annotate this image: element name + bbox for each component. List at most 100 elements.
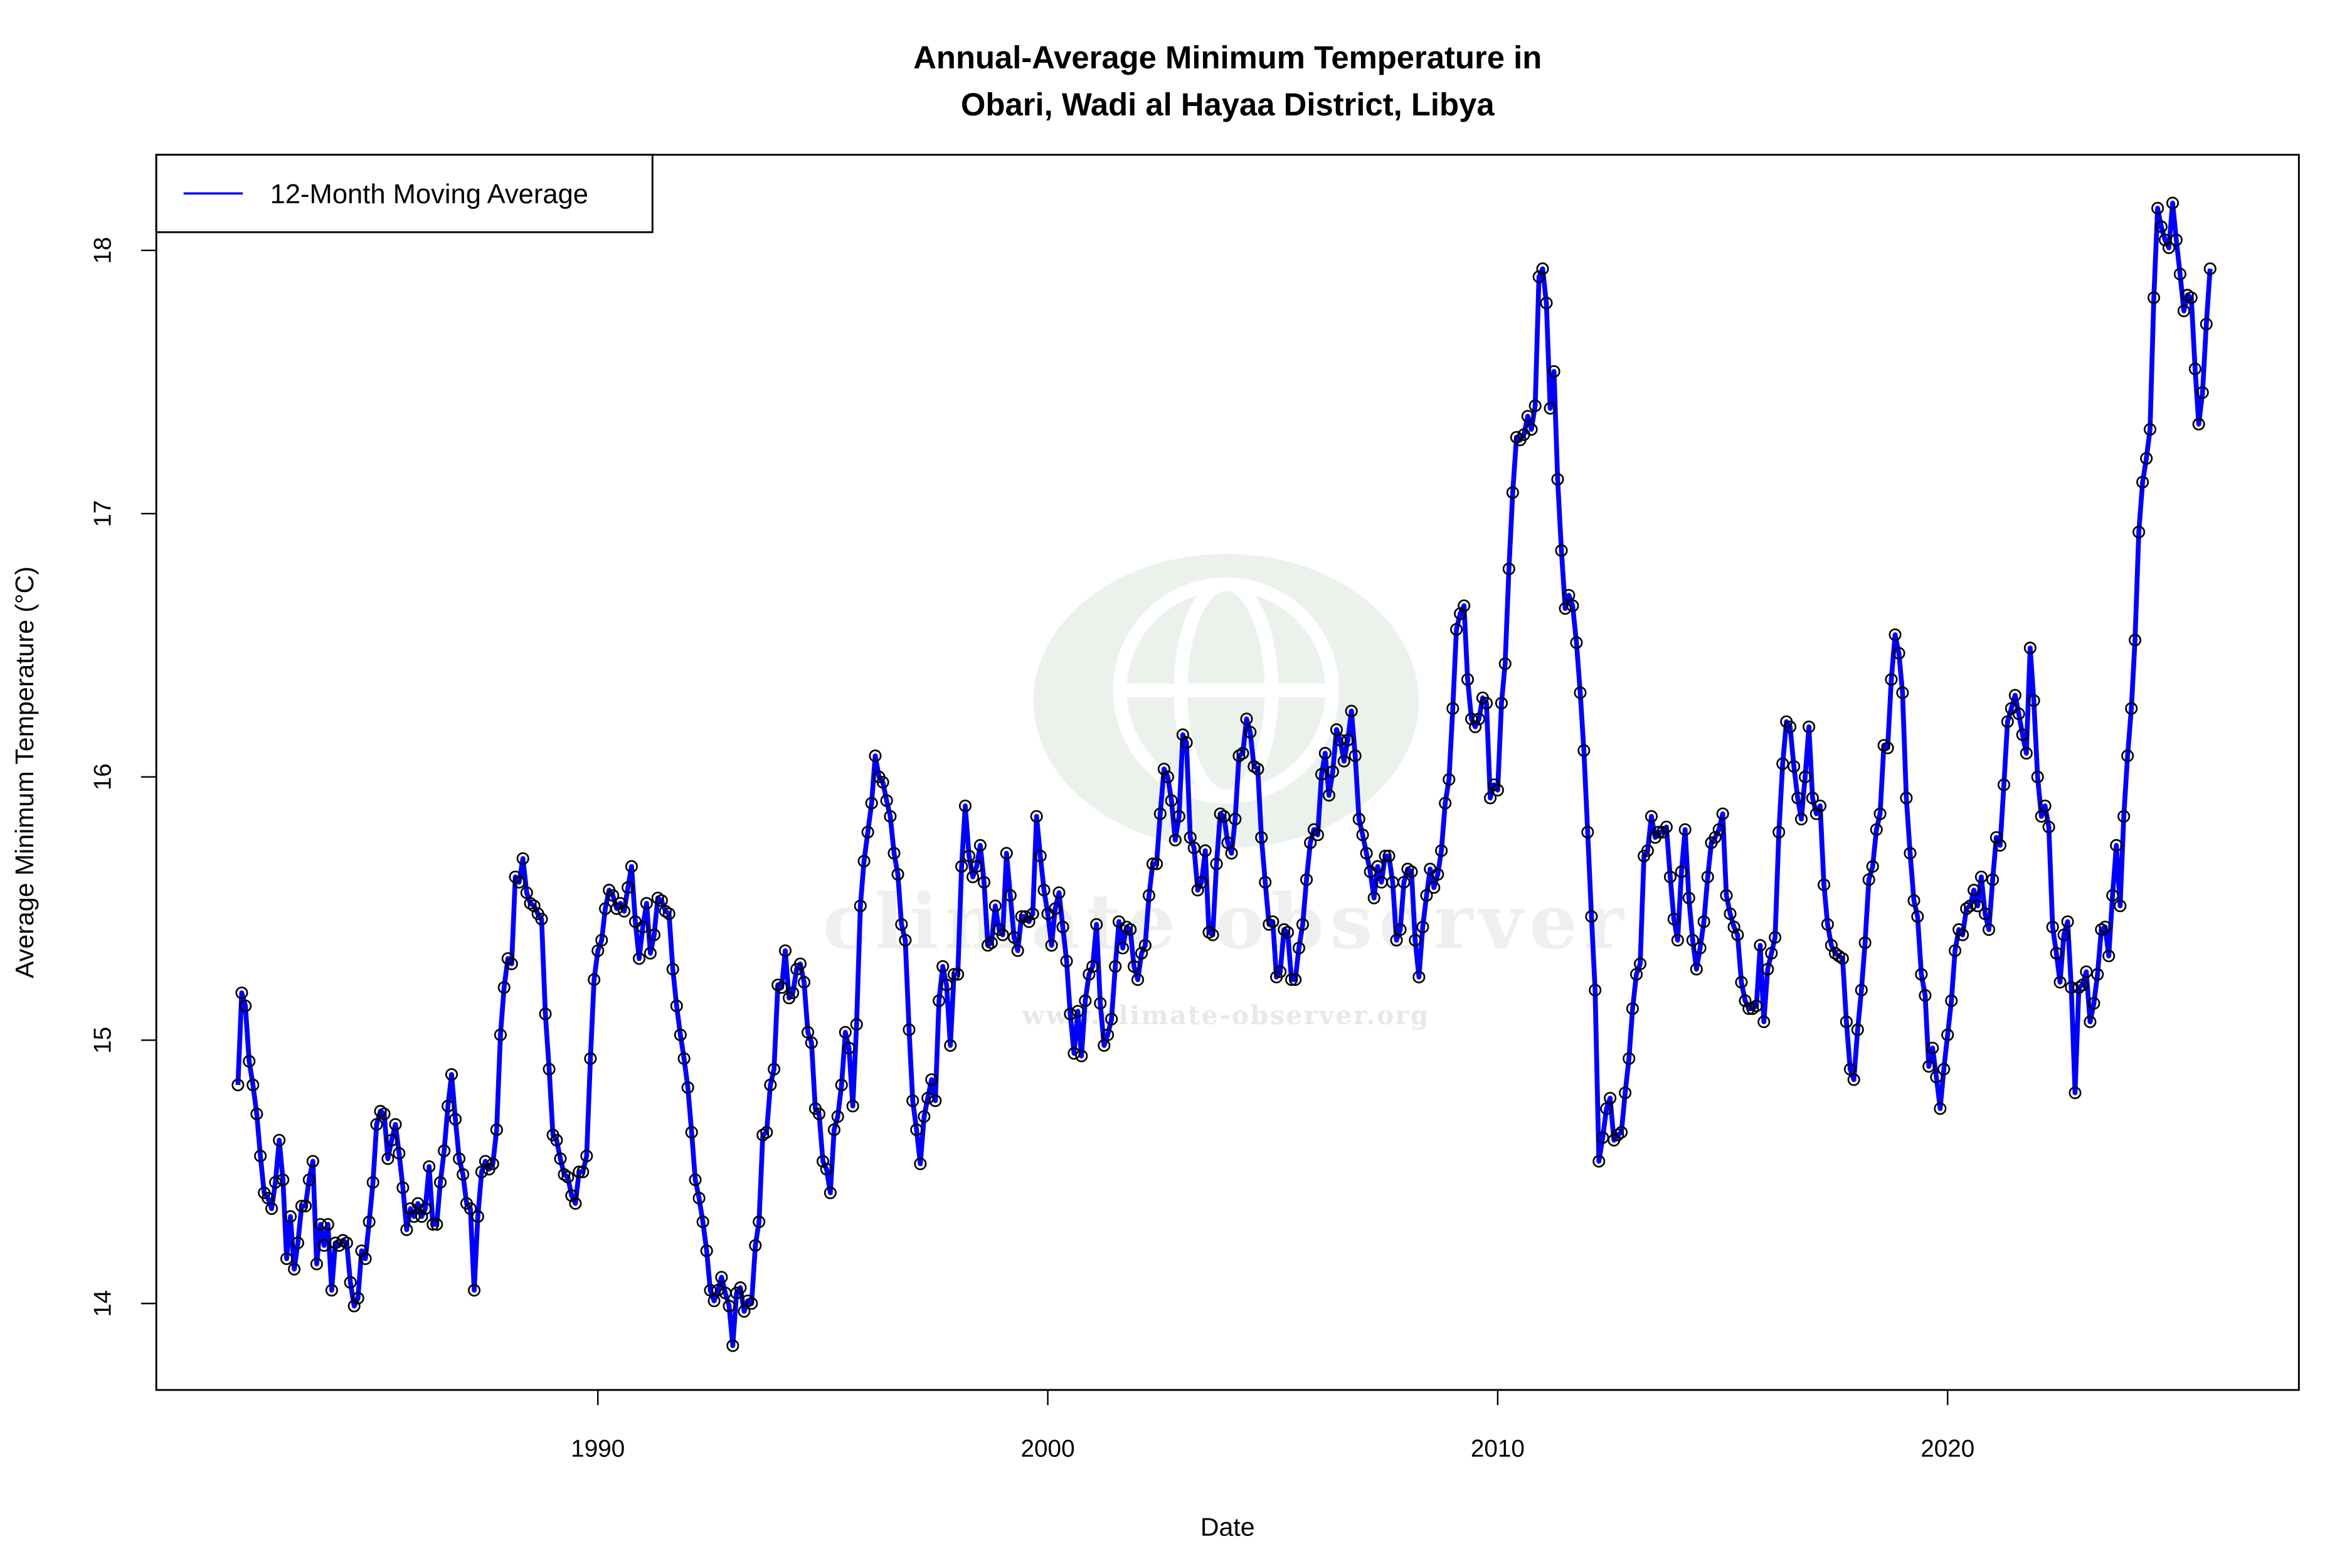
watermark: climate observer www.climate-observer.or… bbox=[823, 554, 1623, 1030]
data-point bbox=[2061, 915, 2074, 928]
data-point bbox=[1623, 1052, 1636, 1065]
data-point bbox=[1761, 963, 1774, 976]
data-point bbox=[622, 881, 635, 894]
data-point bbox=[1536, 262, 1549, 275]
data-point bbox=[505, 957, 518, 970]
data-point bbox=[1641, 844, 1654, 857]
data-point bbox=[1146, 857, 1160, 871]
data-point bbox=[1049, 902, 1062, 915]
data-point bbox=[273, 1133, 286, 1147]
data-point bbox=[985, 936, 998, 950]
data-point bbox=[1318, 746, 1332, 760]
data-point bbox=[1454, 607, 1467, 620]
data-point bbox=[1285, 973, 1298, 986]
data-point bbox=[1559, 602, 1572, 615]
data-point bbox=[884, 810, 897, 823]
data-point bbox=[1157, 763, 1170, 776]
data-point bbox=[1788, 760, 1801, 773]
data-point bbox=[235, 986, 248, 1000]
data-point bbox=[2192, 418, 2205, 431]
data-point bbox=[820, 1163, 833, 1176]
data-point bbox=[970, 860, 983, 873]
data-point bbox=[1693, 941, 1707, 955]
data-point bbox=[1611, 1128, 1624, 1142]
data-point bbox=[1739, 994, 1752, 1007]
data-point bbox=[2169, 233, 2183, 246]
data-point bbox=[1004, 889, 1017, 902]
data-point bbox=[1697, 915, 1710, 928]
data-point bbox=[2128, 633, 2142, 647]
data-point bbox=[1754, 939, 1767, 952]
data-point bbox=[1007, 931, 1020, 944]
data-point bbox=[1412, 970, 1426, 983]
data-point bbox=[1390, 933, 1403, 947]
data-point bbox=[475, 1165, 488, 1179]
data-point bbox=[996, 928, 1009, 941]
data-point bbox=[1348, 750, 1362, 763]
data-point bbox=[250, 1108, 263, 1121]
data-point bbox=[340, 1236, 353, 1249]
data-point bbox=[370, 1118, 383, 1131]
data-point bbox=[306, 1155, 319, 1168]
data-point bbox=[1892, 647, 1905, 660]
data-point bbox=[707, 1295, 721, 1308]
data-point bbox=[951, 968, 965, 981]
data-point bbox=[921, 1091, 935, 1104]
data-point bbox=[1862, 873, 1875, 886]
data-point bbox=[2076, 978, 2089, 992]
data-point bbox=[277, 1173, 290, 1187]
data-point bbox=[310, 1258, 323, 1271]
data-point bbox=[2132, 526, 2146, 539]
x-tick-label: 1990 bbox=[571, 1436, 625, 1463]
data-point bbox=[839, 1025, 852, 1039]
data-point bbox=[2200, 317, 2213, 331]
data-point bbox=[1225, 847, 1238, 860]
data-point bbox=[393, 1147, 406, 1160]
data-point bbox=[1281, 926, 1295, 939]
data-point bbox=[1566, 599, 1579, 612]
data-point bbox=[805, 1036, 818, 1049]
data-point bbox=[1585, 910, 1598, 923]
data-point bbox=[2185, 291, 2198, 304]
data-point bbox=[1727, 920, 1740, 934]
data-point bbox=[1825, 939, 1838, 952]
data-point bbox=[445, 1068, 458, 1081]
data-point bbox=[344, 1276, 357, 1289]
data-point bbox=[1791, 792, 1804, 805]
data-point bbox=[1116, 941, 1130, 955]
data-point bbox=[1067, 1047, 1081, 1060]
data-point bbox=[2053, 976, 2067, 989]
data-point bbox=[1922, 1060, 1936, 1073]
data-point bbox=[1142, 889, 1155, 902]
data-point bbox=[2177, 304, 2190, 317]
data-point bbox=[1439, 797, 1452, 810]
data-point bbox=[640, 897, 653, 910]
data-point bbox=[929, 1094, 942, 1108]
data-point bbox=[1915, 968, 1928, 981]
data-point bbox=[550, 1133, 563, 1147]
data-point bbox=[760, 1126, 773, 1139]
data-point bbox=[2042, 820, 2055, 834]
data-point bbox=[1086, 960, 1099, 973]
data-point bbox=[662, 907, 675, 920]
data-point bbox=[1244, 726, 1257, 739]
y-tick-label: 18 bbox=[90, 237, 117, 264]
data-point bbox=[632, 952, 646, 965]
data-point bbox=[576, 1165, 590, 1179]
data-point bbox=[457, 1168, 470, 1181]
data-point bbox=[1667, 913, 1680, 926]
data-point bbox=[1821, 918, 1834, 931]
data-point bbox=[1870, 823, 1883, 836]
data-point bbox=[1592, 1155, 1606, 1168]
data-point bbox=[958, 799, 972, 812]
data-point bbox=[1083, 968, 1096, 981]
data-point bbox=[835, 1078, 848, 1091]
data-point bbox=[1772, 825, 1786, 839]
data-point bbox=[1360, 847, 1373, 860]
data-point bbox=[1480, 697, 1493, 710]
data-point bbox=[1443, 773, 1456, 786]
data-point bbox=[400, 1223, 413, 1236]
data-point bbox=[321, 1218, 334, 1231]
data-point bbox=[1304, 836, 1317, 849]
